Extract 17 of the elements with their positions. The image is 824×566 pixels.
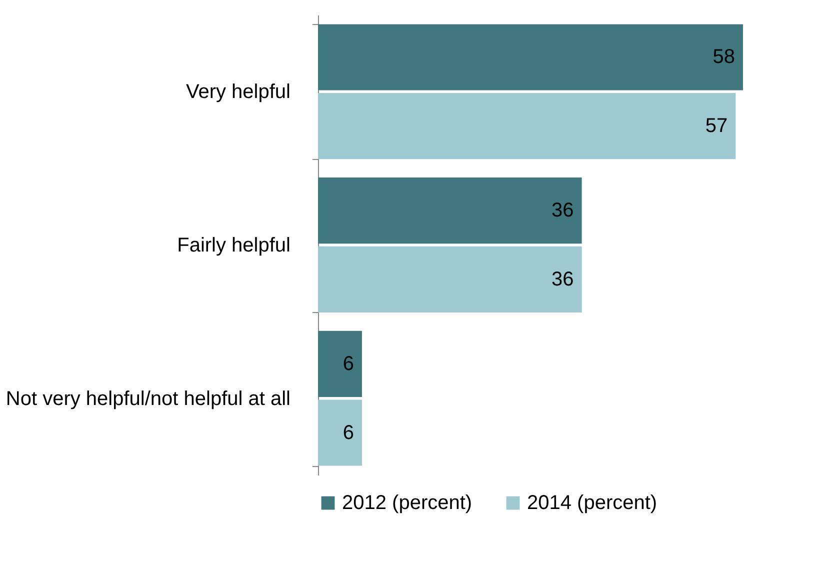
y-tick-label: Fairly helpful [177, 234, 290, 256]
y-tick-label: Very helpful [186, 81, 290, 104]
data-label: 58 [712, 46, 735, 68]
legend-label: 2014 (percent) [527, 492, 658, 514]
legend-label: 2012 (percent) [342, 492, 472, 514]
bar [318, 93, 736, 160]
data-label: 6 [342, 422, 354, 444]
bar [318, 400, 362, 466]
bar [318, 24, 743, 90]
data-label: 6 [342, 352, 354, 375]
bar [318, 330, 362, 397]
data-label: 36 [552, 268, 574, 290]
bar [318, 178, 582, 244]
bar [318, 246, 582, 312]
data-label: 57 [705, 115, 728, 138]
y-tick-label: Not very helpful/not helpful at all [6, 388, 290, 410]
data-label: 36 [552, 200, 574, 222]
